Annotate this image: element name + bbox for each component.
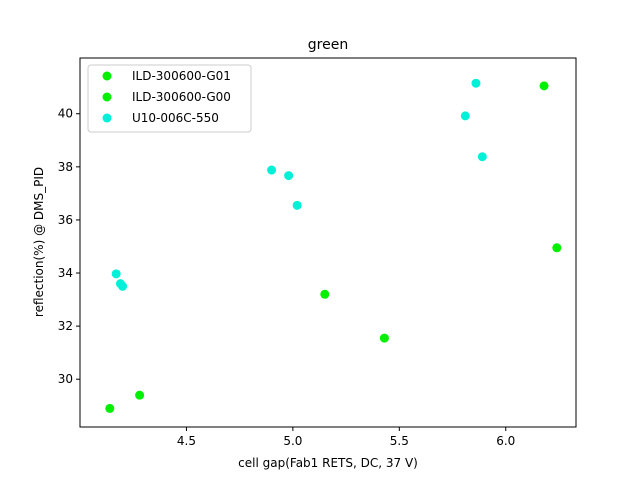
data-point-series-0 [379, 333, 389, 343]
data-point-series-0 [320, 289, 330, 299]
data-point-series-2 [267, 165, 277, 175]
x-axis-label: cell gap(Fab1 RETS, DC, 37 V) [238, 456, 418, 470]
data-point-series-1 [539, 81, 549, 91]
x-tick-label: 5.5 [390, 434, 409, 448]
data-point-series-2 [460, 111, 470, 121]
legend-label-ild-300600-g01: ILD-300600-G01 [132, 69, 231, 83]
legend-marker-ild-300600-g00 [102, 92, 112, 102]
legend-marker-ild-300600-g01 [102, 71, 112, 81]
chart-title: green [308, 37, 348, 53]
data-point-series-1 [135, 390, 145, 400]
x-tick-label: 6.0 [496, 434, 515, 448]
y-tick-label: 30 [58, 372, 73, 386]
y-tick-label: 32 [58, 319, 73, 333]
legend-marker-u10-006c-550 [102, 113, 112, 123]
legend-label-ild-300600-g00: ILD-300600-G00 [132, 90, 231, 104]
y-axis-label: reflection(%) @ DMS_PID [32, 167, 46, 317]
data-point-series-0 [552, 243, 562, 253]
y-axis-ticks: 30 32 34 36 38 40 [58, 107, 80, 386]
data-point-series-1 [105, 403, 115, 413]
data-point-series-2 [118, 281, 128, 291]
x-tick-label: 4.5 [177, 434, 196, 448]
legend: ILD-300600-G01 ILD-300600-G00 U10-006C-5… [87, 64, 252, 133]
y-tick-label: 38 [58, 160, 73, 174]
legend-label-u10-006c-550: U10-006C-550 [132, 111, 219, 125]
data-point-series-2 [471, 78, 481, 88]
y-tick-label: 34 [58, 266, 73, 280]
data-point-series-2 [111, 269, 121, 279]
y-tick-label: 40 [58, 107, 73, 121]
data-point-series-2 [292, 200, 302, 210]
data-points [105, 78, 562, 413]
legend-box [87, 64, 252, 133]
data-point-series-2 [477, 152, 487, 162]
x-axis-ticks: 4.5 5.0 5.5 6.0 [177, 427, 515, 448]
data-point-series-2 [284, 171, 294, 181]
x-tick-label: 5.0 [283, 434, 302, 448]
plot-frame [79, 57, 577, 428]
y-tick-label: 36 [58, 213, 73, 227]
